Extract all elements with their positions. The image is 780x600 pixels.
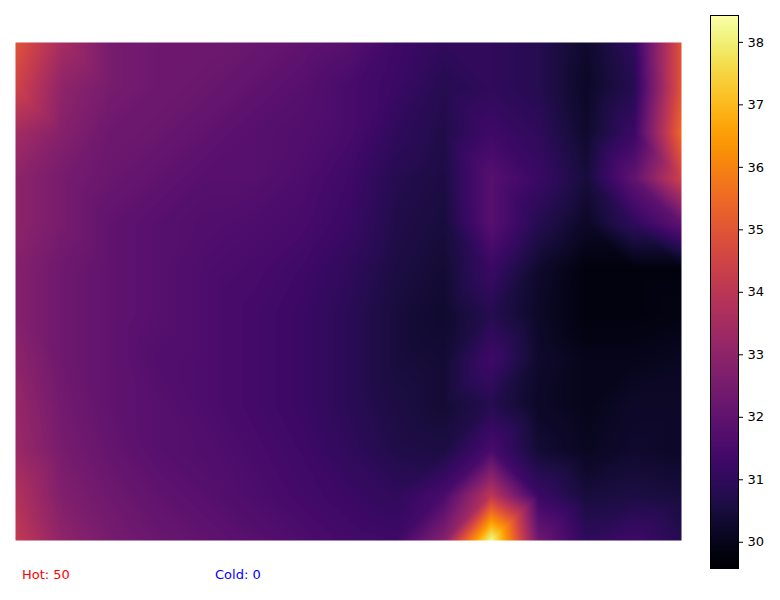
svg-text:37: 37 bbox=[748, 97, 765, 112]
svg-text:32: 32 bbox=[748, 409, 765, 424]
svg-text:34: 34 bbox=[748, 284, 765, 299]
svg-text:30: 30 bbox=[748, 534, 765, 549]
svg-text:35: 35 bbox=[748, 222, 765, 237]
html-text:Cold: 0: Cold: 0 bbox=[215, 567, 261, 582]
svg-text:36: 36 bbox=[748, 160, 765, 175]
svg-text:31: 31 bbox=[748, 472, 765, 487]
svg-text:38: 38 bbox=[748, 35, 765, 50]
html-text:Hot: 50: Hot: 50 bbox=[22, 567, 70, 582]
svg-text:33: 33 bbox=[748, 347, 765, 362]
